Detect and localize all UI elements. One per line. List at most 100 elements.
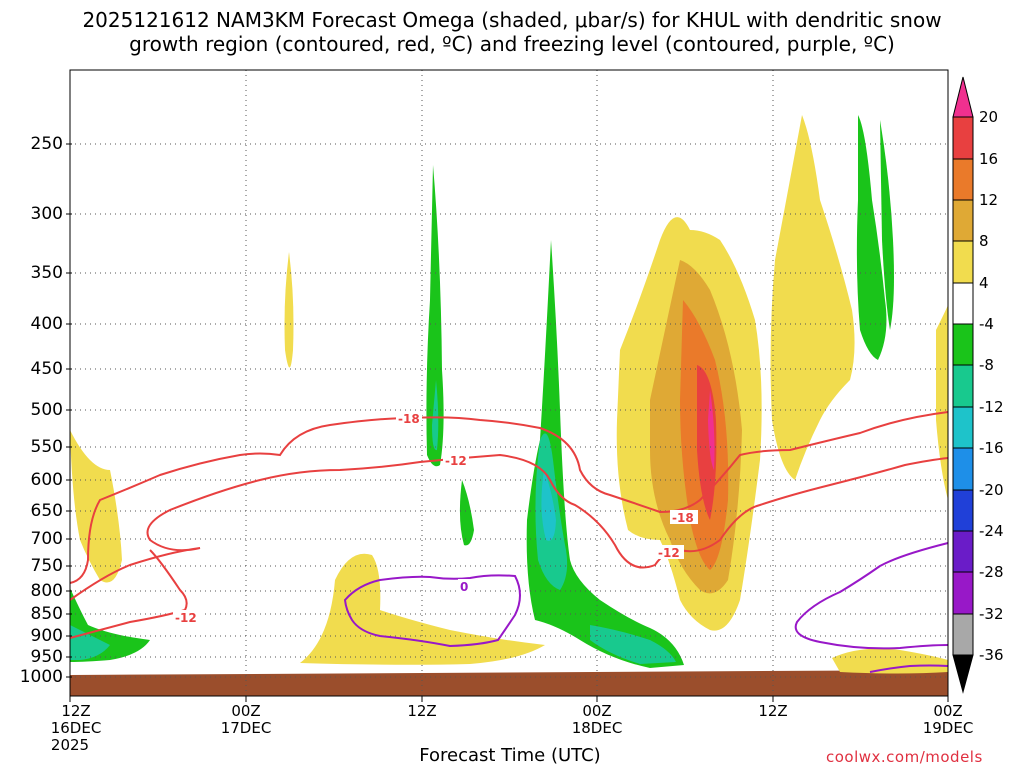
colorbar-seg-16-20 xyxy=(952,116,974,160)
omega-magenta-core xyxy=(708,390,715,470)
colorbar-label-minus24: -24 xyxy=(979,522,1004,540)
colorbar-seg-minus4-4 xyxy=(952,282,974,325)
terrain-surface xyxy=(70,675,948,696)
omega-yellow-upper-left xyxy=(284,252,294,368)
colorbar-seg-4-8 xyxy=(952,240,974,284)
y-label-850: 850 xyxy=(30,604,63,624)
label-bg-2 xyxy=(443,453,469,467)
freezing-level-contours xyxy=(343,542,949,673)
y-label-400: 400 xyxy=(30,314,63,334)
colorbar-label-minus12: -12 xyxy=(979,398,1004,416)
x-label-00z-17dec-time: 00Z xyxy=(231,702,261,720)
colorbar-seg-minus12-minus8 xyxy=(952,364,974,408)
freezing-level-right xyxy=(794,542,949,650)
colorbar-label-minus4: -4 xyxy=(979,315,994,333)
omega-green-small xyxy=(459,480,474,546)
omega-yellow-right-edge xyxy=(936,305,948,500)
freezing-label-0: 0 xyxy=(460,580,468,594)
colorbar-label-16: 16 xyxy=(979,150,999,168)
colorbar-seg-minus24-minus20 xyxy=(952,489,974,532)
omega-yellow-right-tall xyxy=(770,115,855,480)
colorbar-top-arrow xyxy=(952,76,974,118)
label-bg-freezing xyxy=(458,579,472,593)
y-label-600: 600 xyxy=(30,470,63,490)
omega-green-right-top xyxy=(856,115,887,360)
dgz-label-minus18-b: -18 xyxy=(672,511,694,525)
x-label-12z-16dec-date: 16DEC xyxy=(50,719,102,737)
colorbar-bottom-arrow xyxy=(952,654,974,694)
colorbar-seg-minus32-minus28 xyxy=(952,571,974,615)
y-label-300: 300 xyxy=(30,204,63,224)
omega-cyan-core xyxy=(541,470,556,541)
y-label-750: 750 xyxy=(30,556,63,576)
colorbar-seg-12-16 xyxy=(952,158,974,201)
colorbar-seg-minus36-minus32 xyxy=(952,613,974,656)
y-label-950: 950 xyxy=(30,647,63,667)
chart-title-line-1: 2025121612 NAM3KM Forecast Omega (shaded… xyxy=(82,8,942,32)
x-label-12z-17dec-time: 12Z xyxy=(407,702,437,720)
y-label-1000: 1000 xyxy=(19,667,63,687)
colorbar-label-20: 20 xyxy=(979,108,999,126)
freezing-level-loop xyxy=(343,574,521,648)
source-credit-link[interactable]: coolwx.com/models xyxy=(826,748,983,766)
colorbar-seg-minus8-minus4 xyxy=(952,323,974,366)
dgz-label-minus12-a: -12 xyxy=(445,454,467,468)
x-label-00z-18dec-time: 00Z xyxy=(582,702,612,720)
label-bg-1 xyxy=(396,411,422,425)
label-bg-4 xyxy=(670,510,698,524)
omega-green-right-top-2 xyxy=(880,120,894,330)
colorbar xyxy=(952,76,974,694)
y-label-550: 550 xyxy=(30,437,63,457)
x-label-12z-16dec-year: 2025 xyxy=(50,736,90,754)
x-label-12z-18dec-time: 12Z xyxy=(758,702,788,720)
terrain-top xyxy=(70,670,948,680)
y-ticks xyxy=(66,143,72,678)
colorbar-seg-minus20-minus16 xyxy=(952,447,974,491)
colorbar-label-minus28: -28 xyxy=(979,563,1004,581)
colorbar-seg-minus16-minus12 xyxy=(952,406,974,449)
label-bg-5 xyxy=(656,545,684,559)
colorbar-seg-8-12 xyxy=(952,199,974,242)
x-label-00z-19dec-time: 00Z xyxy=(933,702,963,720)
omega-yellow-low-mid xyxy=(300,553,545,665)
colorbar-label-minus8: -8 xyxy=(979,356,994,374)
dgz-label-minus12-c: -12 xyxy=(658,546,680,560)
label-bg-3 xyxy=(173,610,201,624)
colorbar-label-minus36: -36 xyxy=(979,646,1004,664)
dgz-contour-labels: -18 -12 -12 -18 -12 xyxy=(173,411,698,625)
colorbar-label-8: 8 xyxy=(979,232,989,250)
omega-green-12z-column xyxy=(426,165,444,467)
colorbar-label-minus16: -16 xyxy=(979,439,1004,457)
dgz-minus18-line xyxy=(69,411,949,584)
y-label-500: 500 xyxy=(30,400,63,420)
y-label-450: 450 xyxy=(30,359,63,379)
y-label-350: 350 xyxy=(30,263,63,283)
colorbar-label-minus20: -20 xyxy=(979,481,1004,499)
freezing-level-right-low xyxy=(869,664,949,673)
y-label-250: 250 xyxy=(30,134,63,154)
y-label-700: 700 xyxy=(30,529,63,549)
dgz-minus12-line xyxy=(69,453,949,601)
x-label-00z-18dec-date: 18DEC xyxy=(571,719,623,737)
y-label-800: 800 xyxy=(30,581,63,601)
x-label-12z-16dec-time: 12Z xyxy=(61,702,91,720)
omega-teal-left-low xyxy=(70,625,110,660)
omega-shading-negative xyxy=(70,115,894,668)
colorbar-label-4: 4 xyxy=(979,274,989,292)
dgz-label-minus18-a: -18 xyxy=(398,412,420,426)
omega-shading-positive xyxy=(70,115,948,674)
chart-title-line-2: growth region (contoured, red, ºC) and f… xyxy=(129,32,895,56)
x-axis-title: Forecast Time (UTC) xyxy=(419,745,601,766)
y-label-900: 900 xyxy=(30,626,63,646)
colorbar-label-minus32: -32 xyxy=(979,605,1004,623)
y-label-650: 650 xyxy=(30,501,63,521)
dgz-label-minus12-b: -12 xyxy=(175,611,197,625)
omega-green-12z-column-core xyxy=(432,380,439,451)
omega-teal-lower xyxy=(590,625,676,664)
x-ticks xyxy=(69,696,949,702)
x-label-00z-19dec-date: 19DEC xyxy=(922,719,974,737)
x-label-00z-17dec-date: 17DEC xyxy=(220,719,272,737)
colorbar-label-12: 12 xyxy=(979,191,999,209)
omega-yellow-right-low xyxy=(832,648,948,674)
